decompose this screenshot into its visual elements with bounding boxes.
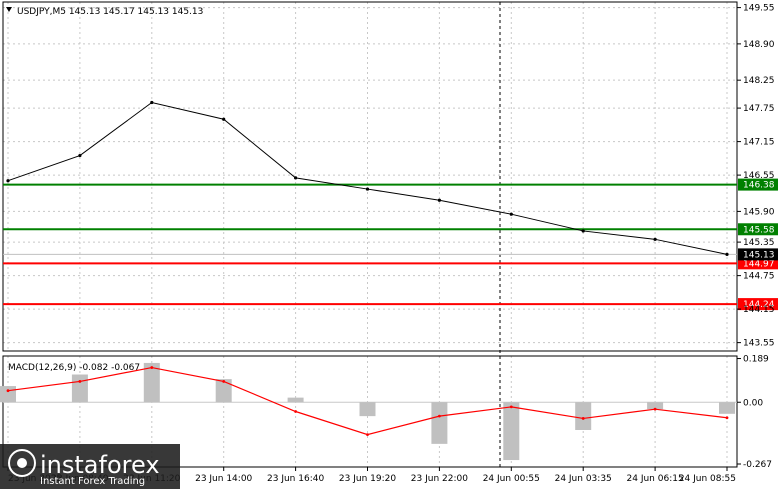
macd-signal-point — [653, 407, 657, 411]
macd-histogram-bar — [359, 402, 376, 417]
watermark: instaforex Instant Forex Trading — [0, 444, 180, 489]
main-grid — [3, 2, 737, 351]
macd-histogram-bar — [215, 379, 232, 403]
price-point — [581, 229, 585, 233]
price-series — [6, 100, 729, 256]
price-level-tag — [738, 223, 778, 236]
macd-series — [0, 362, 737, 461]
price-axis-tick-label: 146.55 — [743, 171, 775, 181]
macd-histogram-bar — [431, 402, 448, 444]
macd-histogram-bar — [575, 402, 592, 430]
price-axis-tick-label: 149.55 — [743, 4, 775, 14]
time-axis-label: 23 Jun 16:40 — [267, 474, 324, 484]
main-plot-frame — [2, 1, 738, 352]
price-point — [150, 100, 154, 105]
price-axis-tick-label: 147.75 — [743, 104, 775, 114]
price-axis-tick-label: 144.75 — [743, 272, 775, 282]
price-point — [509, 212, 513, 216]
macd-signal-point — [6, 389, 10, 393]
macd-histogram-bar — [647, 402, 664, 410]
macd-histogram-bar — [143, 362, 160, 403]
macd-signal-point — [581, 417, 585, 420]
price-point — [78, 153, 82, 158]
price-axis-tick-label: 144.15 — [743, 305, 775, 315]
chart-header: USDJPY,M5 145.13 145.17 145.13 145.13 — [17, 7, 203, 17]
time-axis-label: 24 Jun 00:55 — [483, 474, 540, 484]
collapse-triangle-icon[interactable] — [6, 7, 12, 12]
price-axis-tick-label: 148.25 — [743, 76, 775, 86]
macd-signal-point — [294, 410, 297, 413]
macd-histogram-bar — [719, 402, 735, 414]
price-level-tag-label: 145.58 — [743, 225, 775, 235]
price-level-tag-label: 144.97 — [743, 259, 775, 269]
price-point — [6, 179, 10, 183]
price-point — [653, 237, 657, 241]
macd-signal-point — [725, 416, 729, 420]
macd-signal-point — [438, 414, 441, 418]
price-axis-tick-label: 147.15 — [743, 138, 775, 148]
macd-plot-frame — [2, 355, 738, 468]
price-level-tag — [738, 298, 778, 311]
macd-axis-tick-label: 0.00 — [743, 398, 763, 408]
macd-axis-tick-label: 0.189 — [743, 355, 769, 365]
brand-logo-icon — [8, 449, 36, 477]
watermark-brand: instaforex — [40, 451, 160, 479]
time-axis-label: 24 Jun 03:35 — [555, 474, 612, 484]
price-point — [725, 252, 729, 256]
macd-histogram-bar — [71, 374, 88, 403]
watermark-tagline: Instant Forex Trading — [40, 476, 145, 487]
macd-signal-point — [509, 405, 513, 409]
time-axis-label: 24 Jun 08:55 — [679, 474, 736, 484]
price-level-tag-label: 146.38 — [743, 181, 775, 191]
watermark-background — [0, 444, 180, 489]
time-axis-label: 24 Jun 06:15 — [627, 474, 684, 484]
price-point — [365, 187, 370, 191]
macd-axis-tick-label: -0.267 — [743, 460, 772, 470]
macd-signal-point — [222, 380, 226, 383]
time-axis-label: 23 Jun 22:00 — [411, 474, 468, 484]
macd-histogram-bar — [287, 397, 304, 403]
macd-histogram-bar — [0, 386, 16, 403]
time-axis-label: 23 Jun 19:20 — [339, 474, 396, 484]
current-price-tag-label: 145.13 — [743, 250, 775, 260]
macd-axis: 0.189 0.00 -0.267 — [737, 355, 772, 470]
macd-signal-point — [78, 380, 82, 383]
current-price-tag — [738, 248, 778, 261]
price-point — [294, 176, 298, 180]
macd-signal-point — [150, 366, 154, 369]
support-resistance-levels: 146.38 145.58 144.97 144.24 145.13 — [3, 178, 778, 311]
macd-label: MACD(12,26,9) -0.082 -0.067 — [8, 363, 140, 373]
price-level-tag — [738, 178, 778, 191]
price-point — [222, 117, 226, 121]
brand-logo-core-icon — [17, 458, 27, 468]
price-point — [437, 198, 441, 202]
price-axis: 149.55 148.90 148.25 147.75 147.15 146.55 145.… — [737, 4, 775, 349]
price-axis-tick-label: 143.55 — [743, 339, 775, 349]
price-axis-tick-label: 145.35 — [743, 238, 775, 248]
macd-signal-point — [366, 433, 369, 437]
macd-histogram-bar — [503, 402, 520, 461]
price-axis-tick-label: 148.90 — [743, 40, 775, 50]
time-axis-label: 23 Jun 14:00 — [195, 474, 252, 484]
price-axis-tick-label: 145.90 — [743, 207, 775, 217]
price-level-tag-label: 144.24 — [743, 300, 775, 310]
